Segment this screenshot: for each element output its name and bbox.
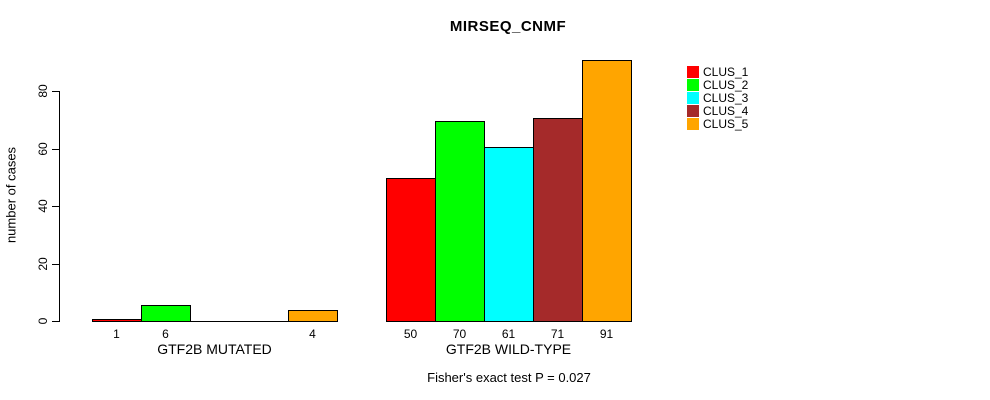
group-label-1: GTF2B WILD-TYPE (445, 341, 572, 357)
legend-label-clus_2: CLUS_2 (703, 78, 749, 92)
bar-value-label: 6 (162, 327, 169, 341)
legend-label-clus_3: CLUS_3 (703, 91, 749, 105)
bar-clus_2 (141, 305, 191, 322)
bar-value-label: 61 (501, 327, 516, 341)
y-tick (52, 206, 59, 207)
y-axis-line (59, 91, 60, 322)
bar-value-label: 1 (113, 327, 120, 341)
bar-clus_4 (533, 118, 583, 322)
bar-clus_3 (484, 147, 534, 322)
bar-value-label: 50 (403, 327, 418, 341)
legend-swatch-clus_1 (687, 66, 699, 78)
legend-swatch-clus_3 (687, 92, 699, 104)
bar-value-label: 71 (550, 327, 565, 341)
y-tick-label: 60 (36, 142, 50, 156)
y-axis-label: number of cases (3, 146, 19, 244)
y-tick-label: 20 (36, 257, 50, 271)
legend-swatch-clus_5 (687, 118, 699, 130)
bar-clus_5 (288, 310, 338, 322)
y-tick (52, 149, 59, 150)
legend-swatch-clus_4 (687, 105, 699, 117)
bar-clus_1 (386, 178, 436, 322)
bar-value-label: 91 (599, 327, 614, 341)
group-label-0: GTF2B MUTATED (157, 341, 272, 357)
bar-clus_1 (92, 319, 142, 322)
y-tick (52, 91, 59, 92)
bar-clus_2 (435, 121, 485, 322)
bar-value-label: 70 (452, 327, 467, 341)
chart-title: MIRSEQ_CNMF (449, 18, 567, 35)
y-tick-label: 0 (36, 317, 50, 325)
y-tick-label: 40 (36, 199, 50, 213)
y-tick (52, 264, 59, 265)
bar-value-label: 4 (309, 327, 316, 341)
y-tick (52, 321, 59, 322)
stat-test-caption: Fisher's exact test P = 0.027 (427, 370, 591, 385)
bar-clus_5 (582, 60, 632, 322)
x-axis-baseline (92, 321, 337, 322)
y-tick-label: 80 (36, 84, 50, 98)
legend-label-clus_1: CLUS_1 (703, 65, 749, 79)
legend-label-clus_4: CLUS_4 (703, 104, 749, 118)
legend-swatch-clus_2 (687, 79, 699, 91)
legend-label-clus_5: CLUS_5 (703, 117, 749, 131)
